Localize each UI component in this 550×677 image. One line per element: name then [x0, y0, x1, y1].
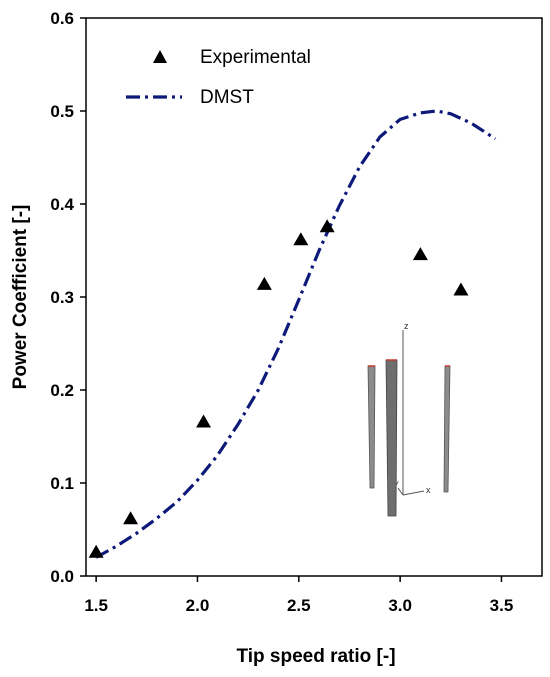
inset-z-label: z: [404, 321, 409, 331]
x-tick-label: 3.5: [490, 596, 514, 615]
y-tick-label: 0.1: [50, 474, 74, 493]
inset-blade-center: [385, 359, 398, 517]
data-point-experimental: [123, 511, 139, 525]
legend-label-experimental: Experimental: [200, 47, 311, 68]
y-tick-label: 0.4: [50, 195, 74, 214]
data-point-experimental: [293, 232, 309, 246]
legend-marker-experimental: [153, 50, 167, 63]
y-tick-label: 0.0: [50, 567, 74, 586]
data-point-experimental: [319, 219, 335, 233]
inset-blade-left: [367, 365, 376, 489]
legend: Experimental DMST: [126, 47, 311, 108]
legend-label-dmst: DMST: [200, 87, 254, 108]
x-tick-label: 2.0: [186, 596, 210, 615]
y-tick-label: 0.5: [50, 102, 74, 121]
x-axis-ticks: 1.5 2.0 2.5 3.0 3.5: [84, 576, 513, 615]
inset-blade-right: [443, 365, 451, 493]
y-tick-label: 0.6: [50, 9, 74, 28]
y-tick-label: 0.2: [50, 381, 74, 400]
series-points-experimental: [88, 219, 469, 558]
plot-frame: [85, 17, 543, 577]
series-line-dmst: [95, 109, 497, 559]
data-point-experimental: [453, 282, 469, 296]
data-point-experimental: [256, 276, 272, 290]
x-tick-label: 1.5: [84, 596, 108, 615]
inset-y-axis: [397, 487, 404, 496]
data-point-experimental: [412, 247, 428, 261]
y-axis-title: Power Coefficient [-]: [10, 205, 31, 390]
x-tick-label: 2.5: [287, 596, 311, 615]
data-point-experimental: [196, 414, 212, 428]
inset-x-axis: [402, 490, 425, 496]
y-tick-label: 0.3: [50, 288, 74, 307]
x-axis-title: Tip speed ratio [-]: [236, 646, 395, 667]
x-tick-label: 3.0: [388, 596, 412, 615]
turbine-model-inset: z x Y: [367, 321, 451, 517]
data-point-experimental: [88, 544, 104, 558]
inset-x-label: x: [426, 485, 431, 495]
y-axis-ticks: 0.0 0.1 0.2 0.3 0.4 0.5 0.6: [50, 9, 86, 586]
